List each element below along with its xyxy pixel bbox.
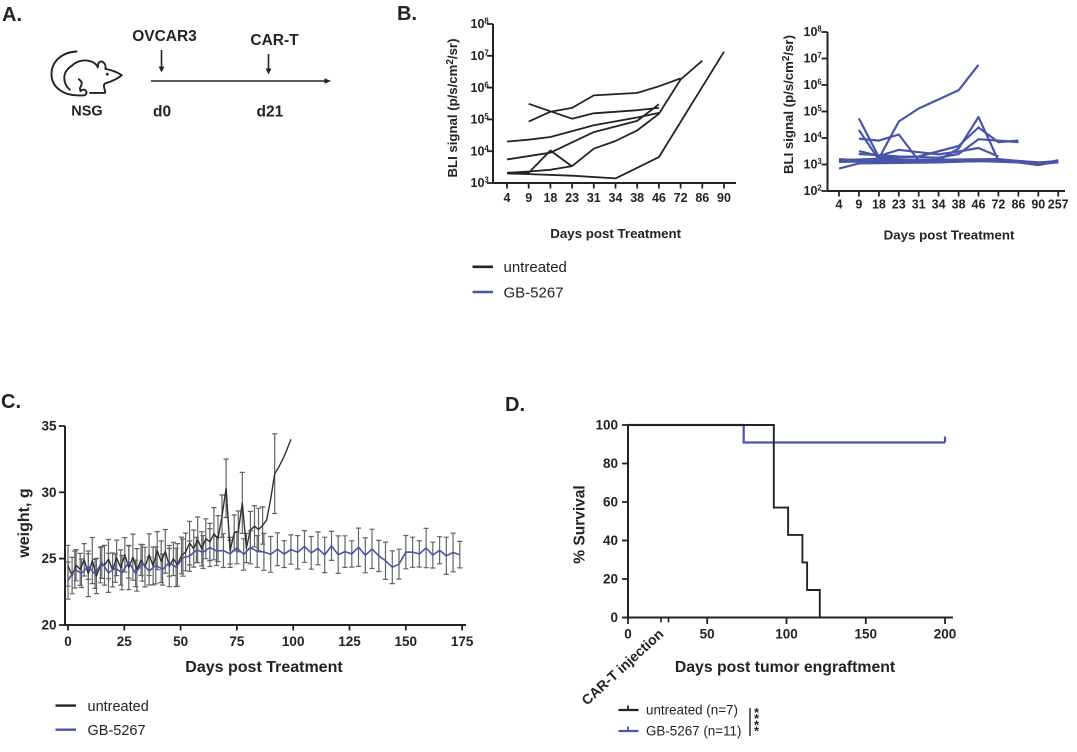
svg-text:% Survival: % Survival — [572, 485, 589, 563]
svg-text:GB-5267: GB-5267 — [504, 285, 564, 302]
svg-text:d21: d21 — [257, 104, 284, 121]
svg-text:untreated: untreated — [504, 259, 567, 276]
svg-text:105: 105 — [471, 112, 490, 127]
svg-text:34: 34 — [609, 191, 623, 205]
svg-text:GB-5267: GB-5267 — [88, 723, 146, 739]
svg-text:175: 175 — [451, 634, 474, 649]
svg-text:25: 25 — [41, 551, 57, 566]
svg-text:50: 50 — [700, 627, 715, 642]
svg-text:OVCAR3: OVCAR3 — [132, 28, 197, 45]
svg-text:untreated (n=7): untreated (n=7) — [646, 703, 738, 718]
svg-text:104: 104 — [804, 131, 823, 146]
svg-text:0: 0 — [64, 634, 72, 649]
svg-text:106: 106 — [804, 78, 823, 93]
svg-text:20: 20 — [41, 618, 56, 633]
svg-text:46: 46 — [972, 198, 986, 212]
svg-text:9: 9 — [525, 191, 532, 205]
svg-text:CAR-T: CAR-T — [250, 32, 299, 49]
svg-text:31: 31 — [912, 198, 926, 212]
svg-text:103: 103 — [471, 176, 490, 191]
svg-text:60: 60 — [603, 495, 618, 510]
svg-text:200: 200 — [934, 627, 957, 642]
svg-text:34: 34 — [932, 198, 946, 212]
svg-text:*: * — [754, 711, 760, 726]
svg-text:NSG: NSG — [71, 104, 102, 120]
svg-text:72: 72 — [991, 198, 1005, 212]
svg-text:72: 72 — [674, 191, 688, 205]
svg-text:80: 80 — [603, 456, 618, 471]
svg-text:35: 35 — [41, 419, 57, 434]
svg-text:86: 86 — [695, 191, 709, 205]
svg-text:*: * — [754, 705, 760, 720]
svg-text:25: 25 — [117, 634, 133, 649]
svg-text:86: 86 — [1011, 198, 1025, 212]
svg-text:31: 31 — [587, 191, 601, 205]
svg-text:108: 108 — [471, 17, 490, 32]
svg-text:150: 150 — [855, 627, 878, 642]
svg-text:105: 105 — [804, 104, 823, 119]
svg-text:18: 18 — [543, 191, 557, 205]
svg-text:38: 38 — [952, 198, 966, 212]
svg-text:C.: C. — [1, 391, 21, 413]
svg-text:18: 18 — [872, 198, 886, 212]
svg-text:23: 23 — [565, 191, 579, 205]
svg-text:Days post Treatment: Days post Treatment — [185, 659, 343, 676]
svg-text:9: 9 — [855, 198, 862, 212]
svg-text:90: 90 — [1031, 198, 1045, 212]
svg-text:75: 75 — [229, 634, 245, 649]
svg-text:50: 50 — [173, 634, 188, 649]
svg-text:*: * — [754, 717, 760, 732]
svg-text:106: 106 — [471, 80, 490, 95]
svg-text:*: * — [754, 724, 760, 739]
svg-text:108: 108 — [804, 25, 823, 40]
svg-text:102: 102 — [804, 184, 823, 199]
svg-text:257: 257 — [1048, 198, 1069, 212]
svg-text:30: 30 — [41, 485, 56, 500]
svg-text:38: 38 — [630, 191, 644, 205]
svg-text:d0: d0 — [153, 104, 171, 121]
svg-text:107: 107 — [804, 51, 822, 65]
svg-text:4: 4 — [836, 198, 843, 212]
svg-text:100: 100 — [775, 627, 798, 642]
svg-text:40: 40 — [603, 533, 618, 548]
svg-text:90: 90 — [717, 191, 731, 205]
svg-text:D.: D. — [505, 394, 525, 416]
svg-text:100: 100 — [595, 418, 618, 433]
svg-text:weight, g: weight, g — [16, 488, 33, 558]
svg-text:46: 46 — [652, 191, 666, 205]
svg-text:untreated: untreated — [88, 699, 149, 715]
svg-text:B.: B. — [397, 3, 417, 25]
svg-text:125: 125 — [338, 634, 361, 649]
svg-text:23: 23 — [892, 198, 906, 212]
svg-text:100: 100 — [282, 634, 305, 649]
svg-text:Days post Treatment: Days post Treatment — [884, 228, 1015, 243]
svg-text:0: 0 — [610, 610, 618, 625]
svg-text:4: 4 — [504, 191, 511, 205]
svg-text:Days post Treatment: Days post Treatment — [550, 226, 681, 241]
svg-text:150: 150 — [395, 634, 418, 649]
svg-text:BLI signal (p/s/cm2/sr): BLI signal (p/s/cm2/sr) — [781, 35, 796, 174]
svg-text:Days post tumor engraftment: Days post tumor engraftment — [675, 659, 896, 676]
svg-text:103: 103 — [804, 157, 823, 172]
svg-text:CAR-T injection: CAR-T injection — [578, 625, 666, 708]
svg-text:GB-5267 (n=11): GB-5267 (n=11) — [646, 724, 741, 739]
svg-text:A.: A. — [2, 4, 22, 26]
svg-text:107: 107 — [471, 49, 489, 64]
svg-text:0: 0 — [624, 627, 632, 642]
svg-text:104: 104 — [471, 144, 490, 159]
svg-text:20: 20 — [603, 572, 618, 587]
svg-text:BLI signal (p/s/cm2/sr): BLI signal (p/s/cm2/sr) — [445, 39, 460, 178]
